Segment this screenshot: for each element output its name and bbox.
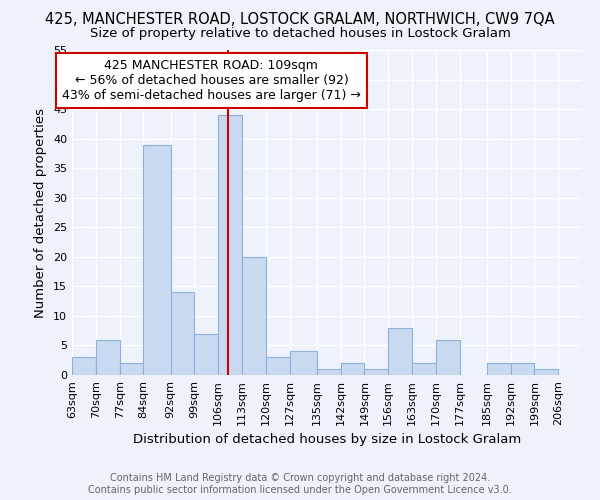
Bar [242,257,266,375]
Bar [170,292,194,375]
Bar [388,328,412,375]
Bar [487,363,511,375]
Bar [317,369,341,375]
X-axis label: Distribution of detached houses by size in Lostock Gralam: Distribution of detached houses by size … [133,433,521,446]
Bar [96,340,119,375]
Text: 425, MANCHESTER ROAD, LOSTOCK GRALAM, NORTHWICH, CW9 7QA: 425, MANCHESTER ROAD, LOSTOCK GRALAM, NO… [45,12,555,28]
Bar [511,363,535,375]
Bar [412,363,436,375]
Bar [341,363,364,375]
Y-axis label: Number of detached properties: Number of detached properties [34,108,47,318]
Bar [218,115,242,375]
Bar [119,363,143,375]
Bar [266,358,290,375]
Bar [535,369,558,375]
Bar [290,352,317,375]
Bar [143,144,170,375]
Text: 425 MANCHESTER ROAD: 109sqm
← 56% of detached houses are smaller (92)
43% of sem: 425 MANCHESTER ROAD: 109sqm ← 56% of det… [62,59,361,102]
Bar [364,369,388,375]
Bar [194,334,218,375]
Bar [72,358,96,375]
Bar [436,340,460,375]
Text: Contains HM Land Registry data © Crown copyright and database right 2024.
Contai: Contains HM Land Registry data © Crown c… [88,474,512,495]
Text: Size of property relative to detached houses in Lostock Gralam: Size of property relative to detached ho… [89,28,511,40]
